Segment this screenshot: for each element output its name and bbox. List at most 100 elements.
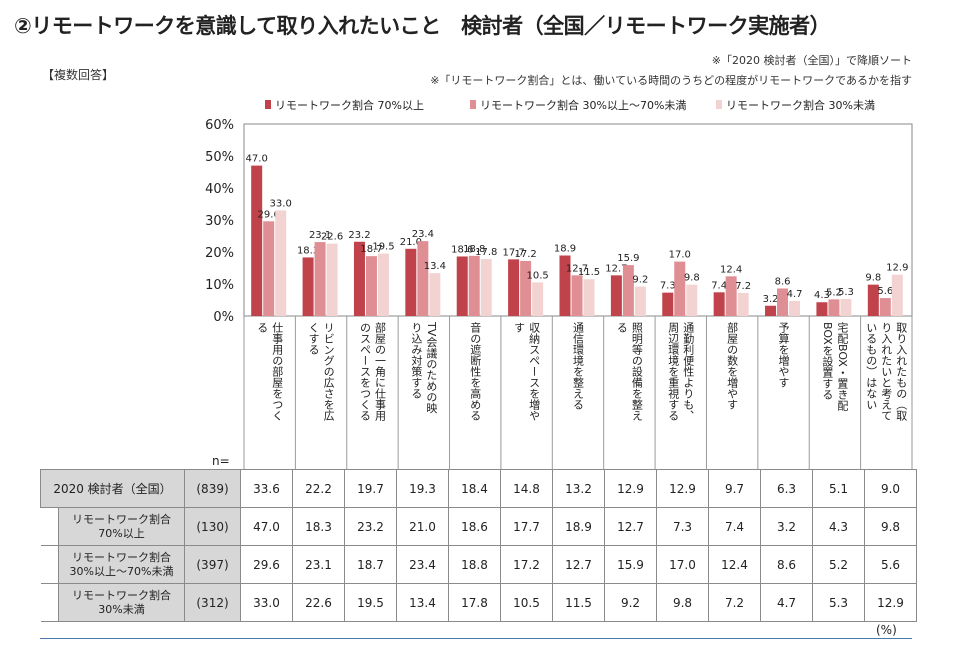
bar-s1: [302, 257, 314, 316]
table-cell: 9.0: [864, 469, 918, 508]
data-label: 17.0: [669, 250, 691, 261]
table-cell: 23.1: [292, 545, 346, 584]
category-label: る: [256, 322, 269, 333]
table-cell: 21.0: [396, 507, 450, 546]
row-label: リモートワーク割合 30%未満: [57, 583, 186, 622]
data-label: 7.4: [711, 280, 727, 291]
table-cell: 19.7: [344, 469, 398, 508]
table-row: リモートワーク割合 30%未満 (312) 33.0 22.6 19.5 13.4 17.8 1…: [40, 583, 918, 622]
data-label: 9.8: [865, 273, 881, 284]
data-label: 12.9: [886, 263, 908, 274]
bar-s1: [456, 256, 468, 316]
data-label: 13.4: [424, 261, 446, 272]
table-cell: 29.6: [240, 545, 294, 584]
data-label: 23.4: [412, 229, 434, 240]
bar-s2: [571, 275, 583, 316]
legend-swatch: [265, 100, 271, 109]
table-cell: 9.8: [864, 507, 918, 546]
bar-s3: [840, 299, 852, 316]
category-label: リビングの広さを広: [322, 322, 335, 422]
bar-s3: [583, 279, 595, 316]
data-label: 12.4: [720, 264, 742, 275]
bar-s1: [353, 241, 365, 316]
bar-s2: [674, 261, 686, 316]
n-label: n=: [212, 454, 230, 468]
row-label: リモートワーク割合 70%以上: [57, 507, 186, 546]
y-tick-label: 30%: [205, 214, 234, 229]
sample-size: (130): [184, 507, 242, 546]
data-label: 15.9: [617, 253, 639, 264]
table-cell: 15.9: [604, 545, 658, 584]
table-cell: 12.9: [604, 469, 658, 508]
row-label-line: リモートワーク割合: [72, 588, 171, 602]
bar-s3: [891, 274, 903, 316]
table-row: リモートワーク割合 30%以上～70%未満 (397) 29.6 23.1 18.7 23.…: [40, 545, 918, 584]
data-label: 12.7: [605, 263, 627, 274]
table-cell: 33.0: [240, 583, 294, 622]
table-cell: 18.3: [292, 507, 346, 546]
table-cell: 17.0: [656, 545, 710, 584]
sample-size: (397): [184, 545, 242, 584]
row-label-line: 2020 検討者（全国）: [53, 481, 172, 496]
bar-s1: [765, 305, 777, 316]
data-label: 18.9: [554, 244, 576, 255]
data-label: 18.3: [297, 245, 319, 256]
table-cell: 19.5: [344, 583, 398, 622]
table-cell: 18.8: [448, 545, 502, 584]
category-label: る: [615, 322, 628, 333]
data-label: 22.6: [321, 232, 343, 243]
bar-chart: 0% 10% 20% 30% 40% 50% 60% 47.0 18.3 23.2 21.0 18.6…: [205, 98, 913, 469]
category-label: 音の遮断性を高める: [469, 321, 482, 421]
table-cell: 14.8: [500, 469, 554, 508]
category-label: 照明等の設備を整え: [630, 322, 643, 421]
y-tick-label: 40%: [205, 182, 234, 197]
y-tick-label: 10%: [205, 278, 234, 293]
row-indent: [40, 507, 59, 546]
data-label: 29.6: [258, 209, 280, 220]
category-label: くする: [307, 322, 320, 355]
bar-s2: [725, 276, 737, 316]
category-label: 部屋の一角に仕事用: [373, 321, 386, 422]
bar-s3: [480, 259, 492, 316]
category-label: 部屋の数を増やす: [726, 321, 739, 410]
table-cell: 17.2: [500, 545, 554, 584]
bar-s3: [686, 284, 698, 316]
sample-size: (312): [184, 583, 242, 622]
table-cell: 6.3: [760, 469, 814, 508]
data-label: 21.0: [400, 237, 422, 248]
row-label-line: 30%未満: [98, 602, 145, 616]
data-label: 47.0: [246, 154, 268, 165]
legend-entry: リモートワーク割合 30%未満: [726, 98, 875, 112]
table-cell: 22.6: [292, 583, 346, 622]
table-cell: 9.2: [604, 583, 658, 622]
data-label: 17.2: [514, 249, 536, 260]
data-label: 18.8: [463, 244, 485, 255]
sample-size: (839): [184, 469, 242, 508]
data-label: 3.2: [763, 294, 779, 305]
category-label: 通信環境を整える: [572, 322, 585, 410]
bar-s1: [405, 248, 417, 316]
table-cell: 9.7: [708, 469, 762, 508]
bar-s2: [828, 299, 840, 316]
table-cell: 18.4: [448, 469, 502, 508]
table-cell: 12.7: [552, 545, 606, 584]
table-cell: 18.6: [448, 507, 502, 546]
table-cell: 10.5: [500, 583, 554, 622]
unit-label: (%): [876, 623, 897, 637]
bar-s3: [326, 243, 338, 316]
category-label: り込み対策する: [410, 322, 423, 399]
table-cell: 5.3: [812, 583, 866, 622]
bar-s2: [520, 260, 532, 316]
data-label: 4.3: [814, 290, 830, 301]
bar-s1: [508, 259, 520, 316]
table-cell: 13.4: [396, 583, 450, 622]
bar-s2: [777, 288, 789, 316]
table-cell: 17.7: [500, 507, 554, 546]
bar-s1: [662, 292, 674, 316]
bar-s2: [365, 256, 377, 316]
data-label: 5.2: [826, 287, 842, 298]
legend-entry: リモートワーク割合 70%以上: [275, 98, 424, 112]
bottom-rule: [40, 638, 912, 639]
data-label: 9.2: [632, 275, 648, 286]
sort-note: ※「2020 検討者（全国）」で降順ソート: [711, 54, 912, 67]
